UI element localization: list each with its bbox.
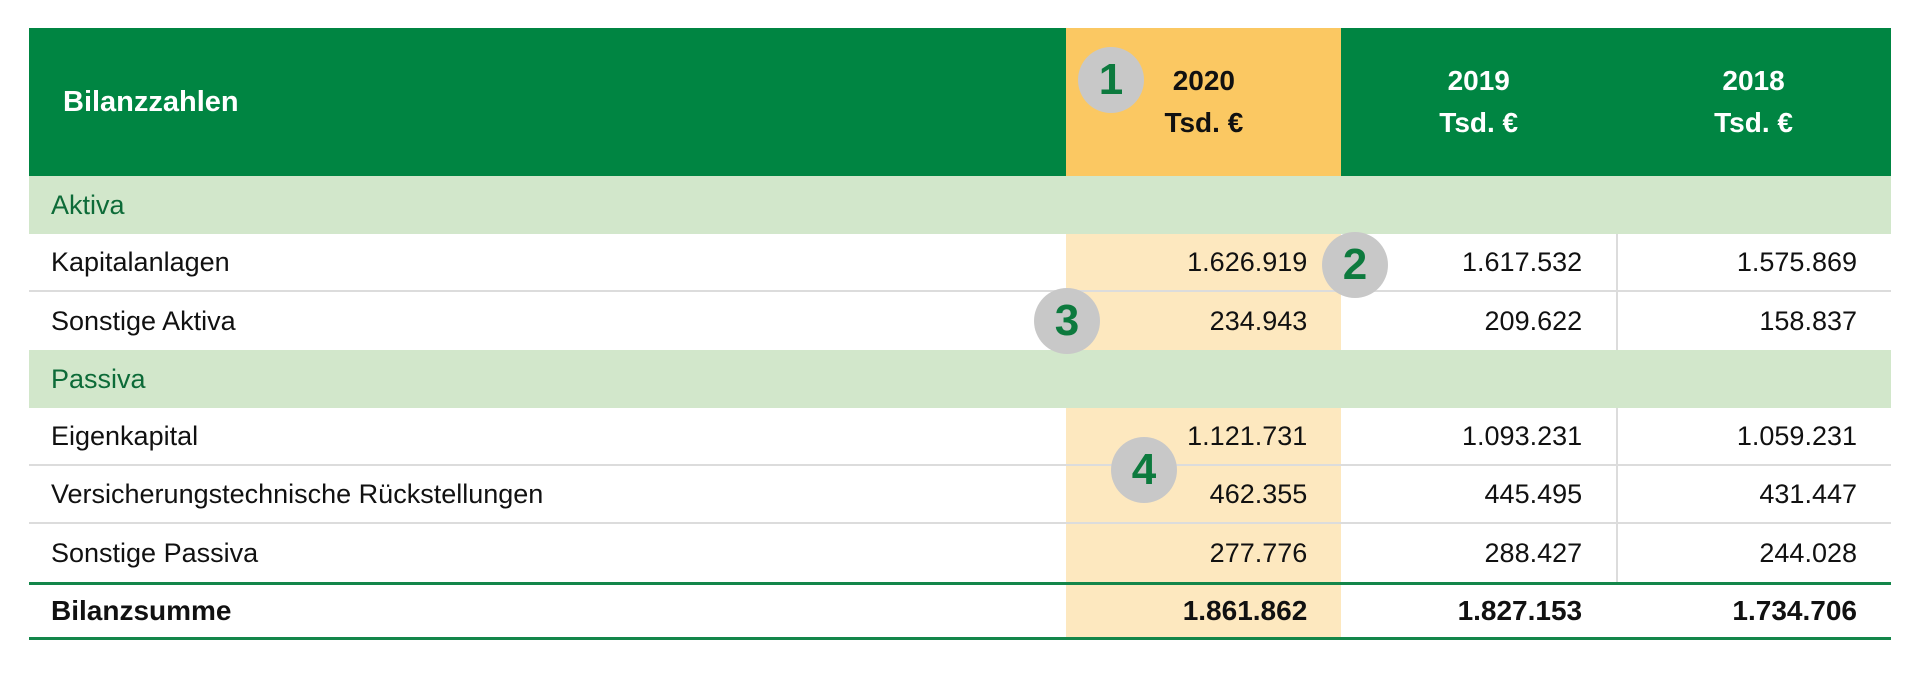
marker-4: 4 (1111, 437, 1177, 503)
header-unit: Tsd. € (1439, 107, 1519, 138)
total-2019: 1.827.153 (1457, 595, 1583, 626)
cell-2020: 234.943 (1066, 292, 1342, 350)
marker-3: 3 (1034, 288, 1100, 354)
cell-2018: 244.028 (1616, 524, 1891, 582)
table-row: Sonstige Aktiva 234.943 209.622 158.837 (29, 292, 1891, 350)
table-row: Sonstige Passiva 277.776 288.427 244.028 (29, 524, 1891, 582)
total-row: Bilanzsumme 1.861.862 1.827.153 1.734.70… (29, 582, 1891, 640)
cell-2018: 431.447 (1616, 466, 1891, 522)
cell-2019: 1.617.532 (1462, 246, 1583, 277)
header-column-2019: 2019 Tsd. € (1341, 28, 1616, 176)
header-year: 2020 (1172, 65, 1236, 96)
cell-2018: 1.575.869 (1616, 234, 1891, 290)
marker-2: 2 (1322, 232, 1388, 298)
section-heading-passiva: Passiva (29, 350, 1891, 408)
header-unit: Tsd. € (1714, 107, 1793, 138)
table-row: Kapitalanlagen 1.626.919 1.617.532 1.575… (29, 234, 1891, 292)
total-2018: 1.734.706 (1732, 595, 1857, 626)
total-2020: 1.861.862 (1066, 585, 1342, 637)
total-label: Bilanzsumme (51, 595, 232, 626)
header-year: 2019 (1447, 65, 1510, 96)
cell-2018: 1.059.231 (1616, 408, 1891, 464)
row-label: Kapitalanlagen (51, 246, 230, 277)
header-unit: Tsd. € (1164, 107, 1244, 138)
header-label: Bilanzzahlen (63, 85, 239, 118)
cell-2020: 277.776 (1066, 524, 1342, 582)
cell-2019: 209.622 (1484, 305, 1583, 336)
cell-2018: 158.837 (1616, 292, 1891, 350)
cell-2020: 462.355 (1066, 466, 1342, 522)
row-label: Eigenkapital (51, 420, 199, 451)
table-header: Bilanzzahlen 2020 Tsd. € 2019 Tsd. € 201… (29, 28, 1891, 176)
row-label: Sonstige Passiva (51, 537, 259, 568)
header-column-2018: 2018 Tsd. € (1616, 28, 1891, 176)
row-label: Versicherungstechnische Rückstellungen (51, 478, 544, 509)
table-row: Eigenkapital 1.121.731 1.093.231 1.059.2… (29, 408, 1891, 466)
row-label: Sonstige Aktiva (51, 305, 236, 336)
cell-2019: 1.093.231 (1462, 420, 1583, 451)
marker-1: 1 (1078, 47, 1144, 113)
balance-sheet-table: Bilanzzahlen 2020 Tsd. € 2019 Tsd. € 201… (29, 28, 1891, 640)
cell-2020: 1.626.919 (1066, 234, 1342, 290)
table-row: Versicherungstechnische Rückstellungen 4… (29, 466, 1891, 524)
section-heading-aktiva: Aktiva (29, 176, 1891, 234)
cell-2019: 288.427 (1484, 537, 1583, 568)
cell-2019: 445.495 (1484, 478, 1583, 509)
header-year: 2018 (1722, 65, 1785, 96)
cell-2020: 1.121.731 (1066, 408, 1342, 464)
